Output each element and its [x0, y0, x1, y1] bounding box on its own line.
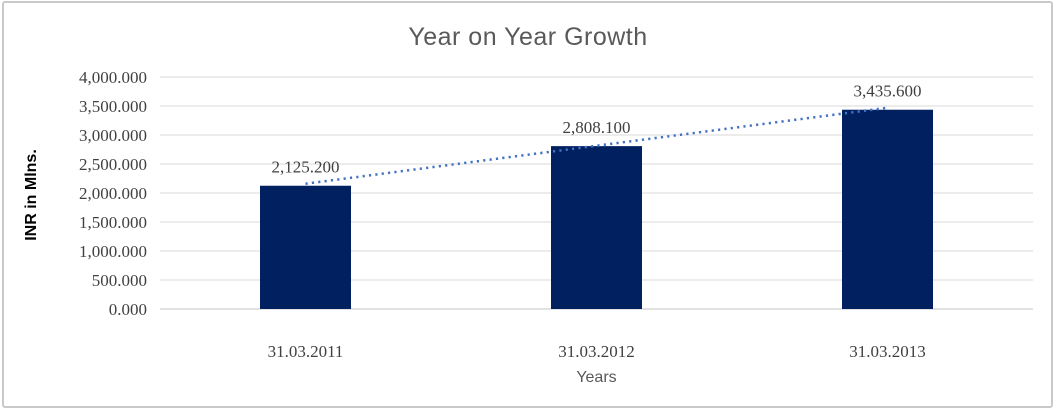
chart-title: Year on Year Growth: [408, 23, 648, 51]
y-tick-label: 3,000.000: [79, 126, 147, 145]
x-tick-label: 31.03.2013: [849, 342, 926, 361]
y-tick-label: 2,000.000: [79, 184, 147, 203]
bar-value-label: 2,808.100: [563, 118, 631, 137]
bar: [260, 185, 351, 309]
bar-value-label: 3,435.600: [854, 82, 922, 101]
x-axis-title: Years: [576, 369, 617, 386]
x-tick-label: 31.03.2012: [558, 342, 635, 361]
y-tick-label: 4,000.000: [79, 68, 147, 87]
trendline: [305, 106, 888, 185]
y-tick-label: 1,000.000: [79, 242, 147, 261]
y-tick-label: 3,500.000: [79, 97, 147, 116]
bar: [842, 109, 933, 309]
y-tick-label: 500.000: [92, 271, 147, 290]
y-tick-label: 2,500.000: [79, 155, 147, 174]
x-tick-label: 31.03.2011: [268, 342, 344, 361]
bar: [551, 146, 642, 309]
y-tick-label: 0.000: [109, 300, 147, 319]
y-tick-label: 1,500.000: [79, 213, 147, 232]
bar-value-label: 2,125.200: [272, 158, 340, 177]
